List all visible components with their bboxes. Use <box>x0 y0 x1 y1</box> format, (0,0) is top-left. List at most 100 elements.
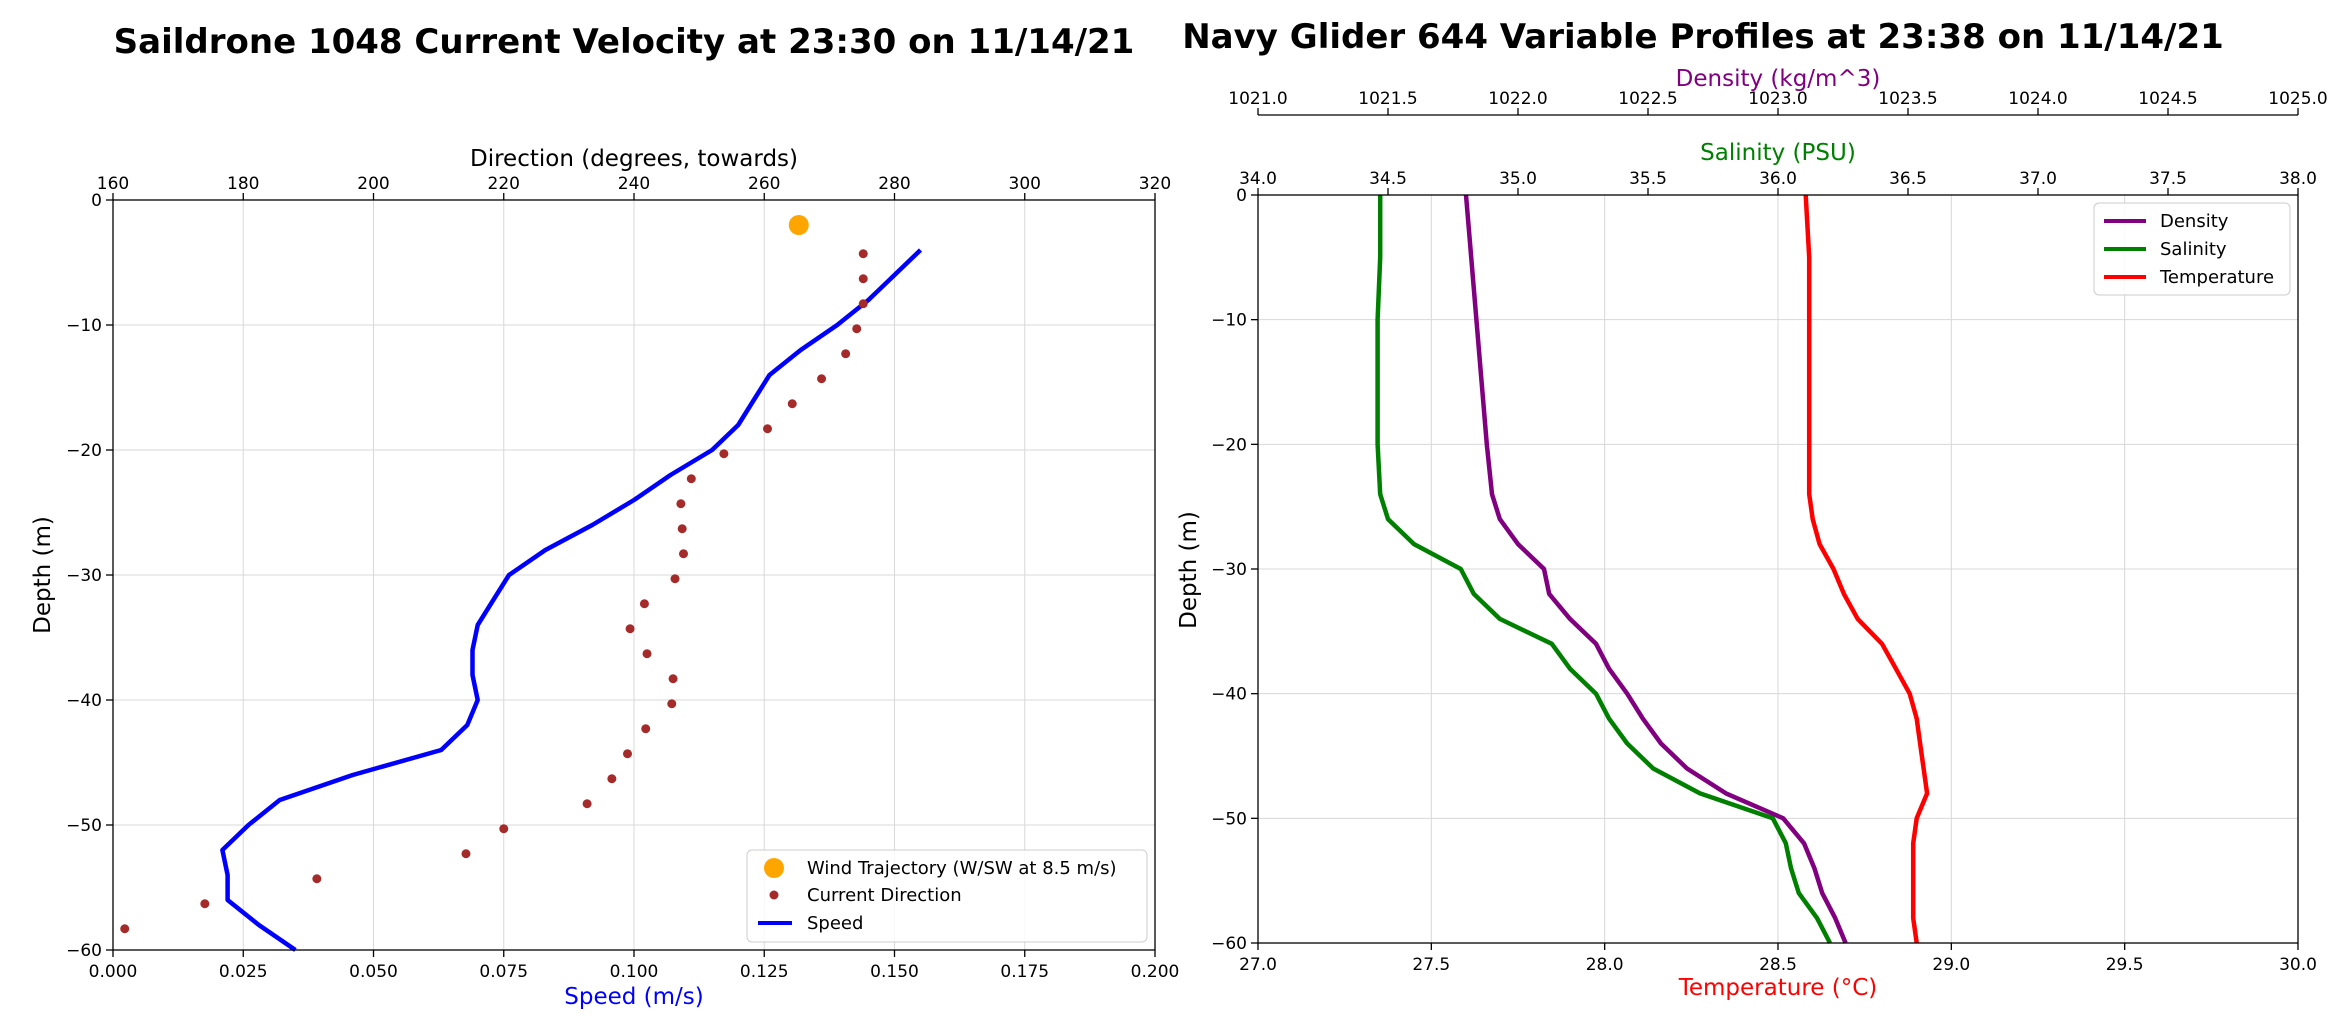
y-axis-label: Depth (m) <box>1176 511 1202 629</box>
current-direction-point <box>787 399 797 409</box>
legend-label-direction: Current Direction <box>807 885 962 906</box>
x-axis-label-bottom: Speed (m/s) <box>564 984 704 1010</box>
chart-title: Saildrone 1048 Current Velocity at 23:30… <box>114 22 1135 62</box>
salinity-axis-tick-label: 35.0 <box>1499 169 1537 189</box>
temperature-axis-tick-label: 29.5 <box>2106 955 2144 975</box>
current-direction-point <box>763 424 773 434</box>
current-direction-point <box>641 724 651 734</box>
x-axis-label-salinity: Salinity (PSU) <box>1700 140 1856 166</box>
direction-axis-tick-label: 320 <box>1139 174 1171 194</box>
legend-box <box>746 849 1148 943</box>
current-direction-point <box>120 924 130 934</box>
salinity-axis-tick-label: 35.5 <box>1629 169 1667 189</box>
temperature-line <box>1803 194 1930 944</box>
axis-ticks: 27.0 27.5 28.0 28.5 29.0 29.5 30.0 34.0 34.5 35.0… <box>1211 89 2328 975</box>
current-direction-point <box>841 349 851 359</box>
legend-label-density: Density <box>2160 211 2229 232</box>
y-tick-label: 0 <box>1236 186 1247 206</box>
speed-axis-tick-label: 0.200 <box>1131 962 1180 982</box>
direction-axis-tick-label: 220 <box>488 174 520 194</box>
temperature-axis-tick-label: 28.0 <box>1586 955 1624 975</box>
y-tick-label: −20 <box>1211 435 1247 455</box>
legend-label-temperature: Temperature <box>2159 267 2274 288</box>
y-axis-label: Depth (m) <box>30 516 56 634</box>
density-line <box>1463 194 1848 944</box>
axis-ticks: 0.000 0.025 0.050 0.075 0.100 0.125 0.150 0.175… <box>66 174 1179 982</box>
x-axis-label-top: Direction (degrees, towards) <box>470 146 798 172</box>
density-axis-tick-label: 1022.0 <box>1488 89 1547 109</box>
speed-axis-tick-label: 0.000 <box>89 962 138 982</box>
direction-axis-tick-label: 240 <box>618 174 650 194</box>
y-tick-label: −10 <box>1211 311 1247 331</box>
speed-axis-tick-label: 0.050 <box>349 962 398 982</box>
salinity-axis-tick-label: 34.0 <box>1239 169 1277 189</box>
speed-axis-tick-label: 0.100 <box>610 962 659 982</box>
y-tick-label: −40 <box>1211 685 1247 705</box>
y-tick-label: −20 <box>66 441 102 461</box>
current-direction-point <box>461 849 471 859</box>
legend: Density Salinity Temperature <box>2093 202 2291 296</box>
glider-profiles-chart: Navy Glider 644 Variable Profiles at 23:… <box>1176 17 2328 1001</box>
current-direction-point <box>858 249 868 259</box>
x-axis-label-bottom: Temperature (°C) <box>1678 975 1878 1001</box>
current-direction-point <box>817 374 827 384</box>
density-axis-tick-label: 1022.5 <box>1618 89 1677 109</box>
direction-axis-tick-label: 260 <box>748 174 780 194</box>
y-tick-label: 0 <box>91 191 102 211</box>
speed-line <box>220 248 923 952</box>
current-direction-point <box>312 874 322 884</box>
wind-trajectory-point <box>788 215 809 235</box>
chart-marks <box>1375 194 1930 945</box>
current-direction-point <box>858 274 868 284</box>
temperature-axis-tick-label: 27.0 <box>1239 955 1277 975</box>
current-direction-point <box>719 449 729 459</box>
direction-axis-tick-label: 160 <box>97 174 129 194</box>
density-axis-tick-label: 1025.0 <box>2268 89 2327 109</box>
temperature-axis-tick-label: 29.0 <box>1932 955 1970 975</box>
salinity-axis-tick-label: 37.0 <box>2019 169 2057 189</box>
salinity-axis-tick-label: 36.5 <box>1889 169 1927 189</box>
salinity-axis-tick-label: 34.5 <box>1369 169 1407 189</box>
current-direction-point <box>499 824 509 834</box>
legend-label-wind: Wind Trajectory (W/SW at 8.5 m/s) <box>807 858 1117 879</box>
chart-title: Navy Glider 644 Variable Profiles at 23:… <box>1182 17 2224 57</box>
current-direction-point <box>686 474 696 484</box>
density-axis-tick-label: 1023.5 <box>1878 89 1937 109</box>
current-direction-point <box>677 524 687 534</box>
speed-axis-tick-label: 0.025 <box>219 962 268 982</box>
y-tick-label: −50 <box>66 816 102 836</box>
speed-axis-tick-label: 0.150 <box>870 962 919 982</box>
speed-axis-tick-label: 0.125 <box>740 962 789 982</box>
speed-axis-tick-label: 0.175 <box>1000 962 1049 982</box>
legend-box <box>2093 202 2291 296</box>
chart-marks <box>120 215 923 952</box>
temperature-axis-tick-label: 27.5 <box>1412 955 1450 975</box>
salinity-axis-tick-label: 37.5 <box>2149 169 2187 189</box>
density-axis-tick-label: 1023.0 <box>1748 89 1807 109</box>
density-axis-tick-label: 1024.0 <box>2008 89 2067 109</box>
density-axis-tick-label: 1021.5 <box>1358 89 1417 109</box>
y-tick-label: −60 <box>1211 934 1247 954</box>
current-direction-point <box>622 749 632 759</box>
current-direction-point <box>670 574 680 584</box>
current-direction-point <box>625 624 635 634</box>
density-axis-tick-label: 1021.0 <box>1228 89 1287 109</box>
y-tick-label: −50 <box>1211 809 1247 829</box>
y-tick-label: −30 <box>1211 560 1247 580</box>
direction-axis-tick-label: 180 <box>227 174 259 194</box>
current-direction-point <box>642 649 652 659</box>
current-velocity-chart: Saildrone 1048 Current Velocity at 23:30… <box>30 22 1179 1010</box>
y-tick-label: −60 <box>66 941 102 961</box>
y-tick-label: −30 <box>66 566 102 586</box>
grid <box>112 199 1156 951</box>
direction-axis-tick-label: 280 <box>878 174 910 194</box>
current-direction-point <box>678 549 688 559</box>
speed-axis-tick-label: 0.075 <box>479 962 528 982</box>
density-axis-tick-label: 1024.5 <box>2138 89 2197 109</box>
direction-axis-tick-label: 300 <box>1009 174 1041 194</box>
legend-marker-wind <box>764 858 784 878</box>
y-tick-label: −40 <box>66 691 102 711</box>
legend-marker-direction <box>769 890 779 900</box>
legend-label-salinity: Salinity <box>2160 239 2227 260</box>
